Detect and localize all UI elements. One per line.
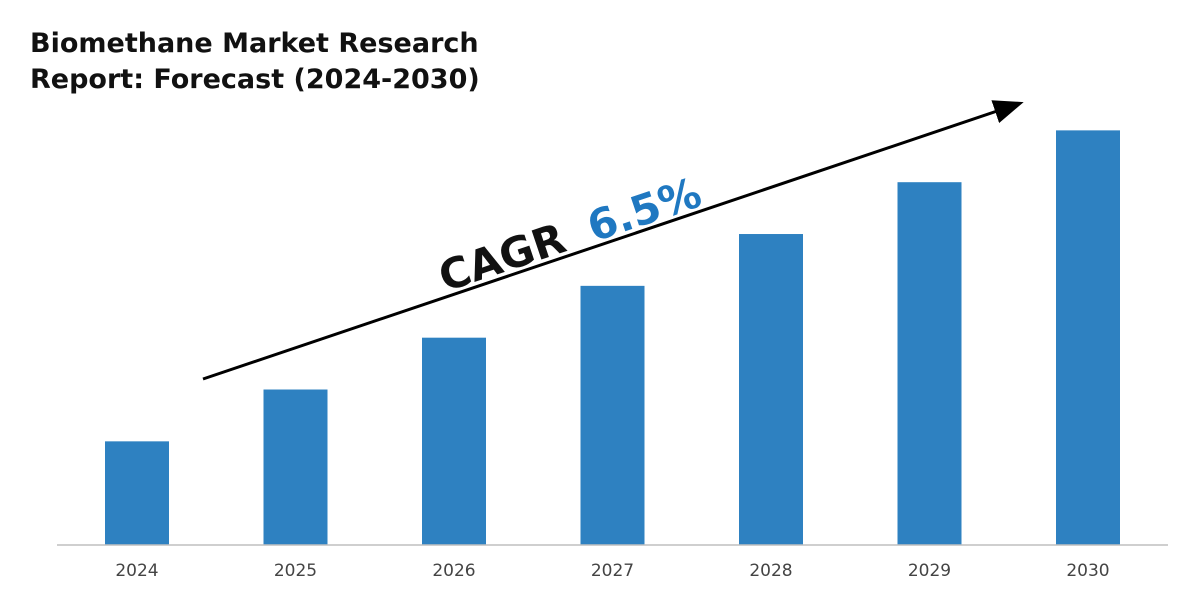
x-tick-labels: 2024 2025 2026 2027 2028 2029 2030 <box>115 561 1109 581</box>
bar-series <box>105 130 1120 546</box>
bar-2025 <box>263 389 328 545</box>
x-tick-label-2028: 2028 <box>749 561 792 581</box>
x-tick-label-2026: 2026 <box>432 561 475 581</box>
cagr-arrow <box>202 100 1024 381</box>
cagr-annotation: CAGR 6.5% <box>433 168 708 302</box>
bar-2029 <box>897 182 962 545</box>
bar-2024 <box>105 441 169 545</box>
x-tick-label-2024: 2024 <box>115 561 158 581</box>
x-tick-label-2027: 2027 <box>591 561 634 581</box>
x-tick-label-2029: 2029 <box>908 561 951 581</box>
cagr-arrow-line <box>202 100 1024 381</box>
cagr-value: 6.5% <box>581 168 707 252</box>
cagr-label: CAGR <box>433 214 572 302</box>
x-tick-label-2030: 2030 <box>1066 561 1109 581</box>
bar-2030 <box>1056 130 1120 546</box>
x-tick-label-2025: 2025 <box>274 561 317 581</box>
bar-2028 <box>739 234 803 545</box>
bar-2026 <box>422 337 486 545</box>
bar-2027 <box>580 285 645 545</box>
chart-title: Biomethane Market Research Report: Forec… <box>30 28 480 95</box>
